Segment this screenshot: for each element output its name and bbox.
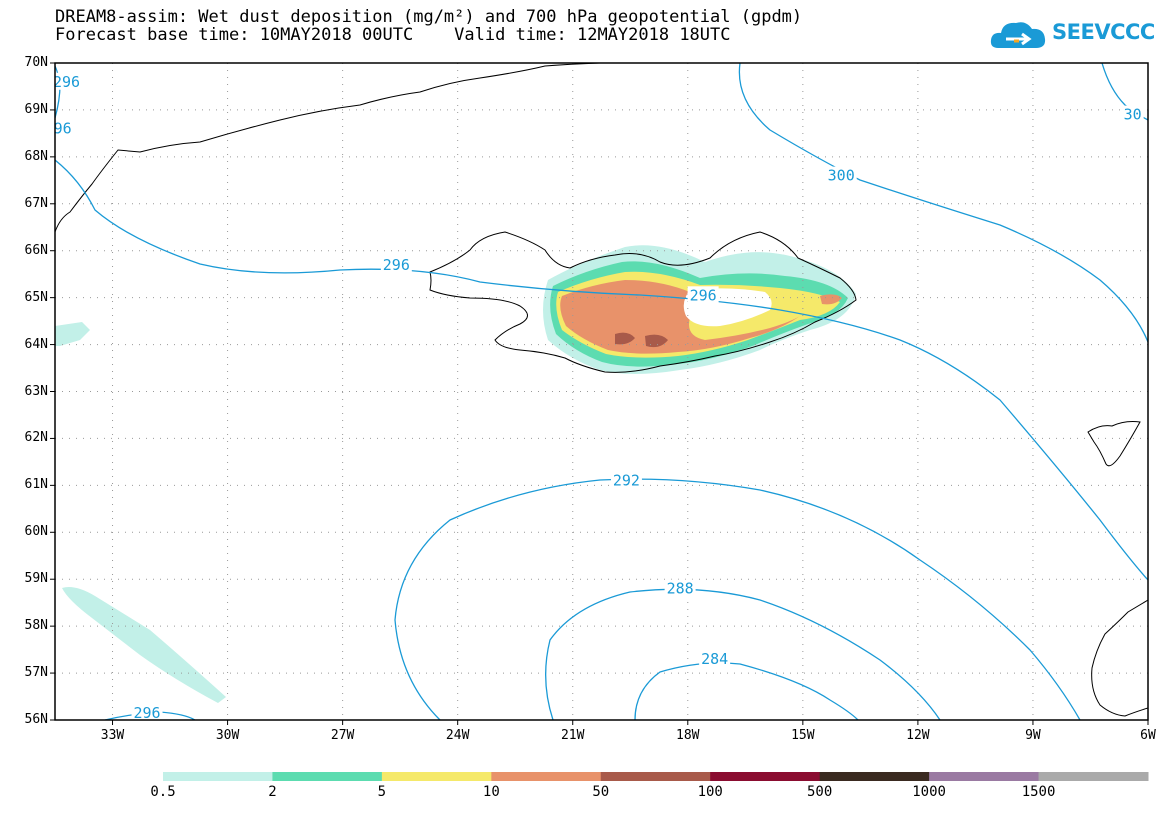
colorbar-label: 0.5: [150, 784, 176, 800]
contour-label-bg: [664, 579, 696, 597]
lat-label: 62N: [24, 430, 48, 446]
contour-label: 96: [54, 120, 72, 138]
contour-label-bg: [380, 255, 412, 273]
coastline-faroe: [1087, 421, 1141, 467]
lon-label: 30W: [215, 728, 240, 743]
contour-300: [738, 63, 1148, 343]
contour-label: 30: [1124, 106, 1142, 124]
lon-label: 24W: [445, 728, 470, 743]
lon-label: 15W: [791, 728, 815, 743]
axis-ticks: [50, 62, 1149, 725]
contour-label-bg: [55, 72, 83, 90]
contour-288: [545, 588, 941, 720]
lon-label: 12W: [906, 728, 930, 743]
lat-label: 61N: [24, 477, 48, 493]
contour-label: 300: [828, 167, 855, 185]
colorbar-label: 2: [268, 784, 277, 800]
coastlines: [55, 63, 1148, 717]
colorbar-label: 500: [807, 784, 833, 800]
colorbar-swatch: [163, 772, 273, 781]
dust-patch-southwest: [62, 587, 226, 703]
contour-label-bg: [131, 703, 163, 720]
lon-label: 18W: [676, 728, 700, 743]
colorbar: [163, 772, 1149, 781]
lat-label: 66N: [24, 242, 48, 258]
coastline-scotland: [1091, 599, 1148, 717]
lon-label: 21W: [560, 728, 585, 743]
lat-label: 70N: [24, 55, 48, 70]
contour-label-bg: [1121, 105, 1144, 123]
contour-label: 288: [667, 580, 694, 598]
lat-label: 58N: [24, 618, 48, 634]
colorbar-swatch: [381, 772, 492, 781]
contour-296-north: [55, 159, 1148, 581]
lat-label: 67N: [24, 195, 48, 211]
map-subtitle: Forecast base time: 10MAY2018 00UTC Vali…: [55, 25, 731, 45]
colorbar-swatch: [600, 772, 711, 781]
colorbar-swatch: [929, 772, 1040, 781]
map-title: DREAM8-assim: Wet dust deposition (mg/m²…: [55, 7, 803, 27]
contour-label-bg: [699, 649, 731, 667]
colorbar-swatch: [819, 772, 930, 781]
colorbar-label: 10: [482, 784, 500, 800]
contour-label: 284: [701, 650, 728, 668]
contour-label: 296: [690, 286, 717, 304]
colorbar-label: 1000: [912, 784, 946, 800]
coastline-greenland: [55, 63, 601, 233]
cloud-logo-icon: [990, 22, 1046, 48]
lat-label: 56N: [24, 712, 48, 727]
contour-labels: 296 96 30 300 296 296 292 288 284 296: [53, 72, 1144, 722]
colorbar-label: 100: [697, 784, 723, 800]
contour-292: [394, 478, 1081, 720]
colorbar-swatch: [272, 772, 383, 781]
lat-label: 64N: [24, 336, 48, 352]
lat-label: 60N: [24, 524, 48, 540]
dust-field-iceland: [543, 245, 856, 374]
colorbar-label: 50: [592, 784, 610, 800]
contour-label-bg: [610, 471, 642, 489]
lat-label: 68N: [24, 148, 48, 164]
dust-patch-west: [55, 322, 90, 346]
contour-label: 296: [383, 256, 410, 274]
logo-text: SEEVCCC: [1052, 20, 1155, 44]
lon-label: 9W: [1025, 728, 1041, 743]
contour-label-bg: [687, 286, 719, 304]
contour-label: 292: [613, 472, 640, 490]
lat-label: 69N: [24, 101, 48, 117]
map-grid: [55, 63, 1148, 720]
lon-label: 6W: [1140, 728, 1156, 743]
contour-label: 296: [53, 73, 80, 91]
colorbar-swatch: [1038, 772, 1149, 781]
lat-label: 57N: [24, 665, 48, 681]
contour-label-bg: [825, 166, 857, 184]
colorbar-swatch: [491, 772, 602, 781]
contour-label-bg: [55, 119, 74, 137]
lon-label: 33W: [100, 728, 125, 743]
contour-284: [634, 662, 859, 720]
geopotential-contours: [55, 63, 1148, 720]
colorbar-label: 1500: [1021, 784, 1056, 800]
lat-label: 63N: [24, 383, 48, 399]
coastline-iceland: [429, 231, 857, 373]
lat-label: 65N: [24, 289, 48, 305]
colorbar-label: 5: [377, 784, 387, 800]
colorbar-swatch: [710, 772, 821, 781]
contour-label: 296: [133, 704, 160, 722]
lat-label: 59N: [24, 571, 48, 587]
lon-label: 27W: [330, 728, 355, 743]
